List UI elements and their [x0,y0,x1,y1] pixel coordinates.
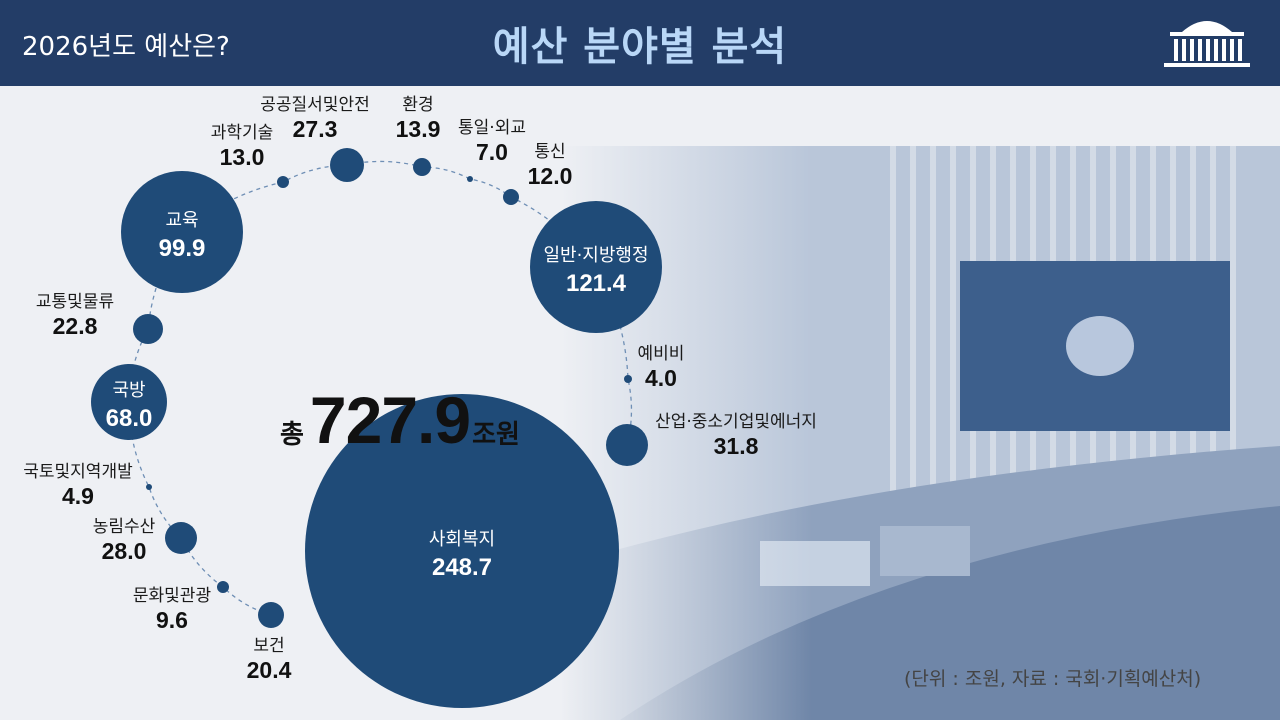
bubble-10 [258,602,284,628]
bubble-value-14: 68.0 [106,405,153,432]
bubble-value-13: 4.9 [62,483,94,509]
bubble-label-11: 문화및관광 [133,586,211,606]
bubble-label-15: 교통및물류 [36,292,114,312]
bubble-label-10: 보건 [253,636,284,656]
total-budget: 총727.9조원 [280,382,520,458]
bubble-label-5: 통신 [534,142,565,162]
bubble-label-1: 과학기술 [211,123,274,143]
bubble-value-1: 13.0 [220,144,265,170]
bubble-3 [413,158,431,176]
bubble-4 [467,176,473,182]
bubble-0 [121,171,243,293]
bubble-label-0: 교육 [165,210,198,231]
bubble-label-13: 국토및지역개발 [23,462,133,482]
total-value: 727.9 [309,383,471,457]
bubble-value-5: 12.0 [528,163,573,189]
bubble-label-6: 일반·지방행정 [543,245,648,266]
bubble-value-0: 99.9 [159,235,206,262]
bubble-6 [530,201,662,333]
page-title: 예산 분야별 분석 [492,24,788,70]
bubble-value-8: 31.8 [714,433,759,459]
bubble-value-4: 7.0 [476,139,508,165]
bubble-11 [217,581,229,593]
national-assembly-logo-icon [1164,21,1250,67]
assembly-hall-photo [560,146,1280,720]
bubble-14 [91,364,167,440]
header-bar: 2026년도 예산은? 예산 분야별 분석 [0,0,1280,86]
bubble-9 [305,394,619,708]
bubble-value-10: 20.4 [247,657,292,683]
source-note: (단위 : 조원, 자료 : 국회·기획예산처) [904,668,1202,690]
bubble-value-3: 13.9 [396,116,441,142]
page-subtitle: 2026년도 예산은? [22,32,230,62]
bubble-8 [606,424,648,466]
bubble-value-15: 22.8 [53,313,98,339]
bubble-value-2: 27.3 [293,116,338,142]
bubble-value-7: 4.0 [645,365,677,391]
bubble-label-8: 산업·중소기업및에너지 [655,412,817,432]
bubble-1 [277,176,289,188]
bubble-label-4: 통일·외교 [458,118,526,138]
bubble-2 [330,148,364,182]
total-prefix: 총 [280,420,304,450]
bubble-value-9: 248.7 [432,554,492,581]
bubble-15 [133,314,163,344]
bubble-12 [165,522,197,554]
bubble-label-3: 환경 [402,95,433,115]
bubble-value-6: 121.4 [566,270,627,297]
chart-area: 교육 99.9 과학기술 13.0 공공질서및안전 27.3 환경 13.9 통일·외교 7.0 통… [0,86,1280,720]
bubble-label-2: 공공질서및안전 [260,95,369,115]
bubble-13 [146,484,152,490]
total-unit: 조원 [472,420,520,450]
bubble-label-9: 사회복지 [429,529,495,550]
bubble-value-12: 28.0 [102,538,147,564]
bubble-5 [503,189,519,205]
bubble-label-7: 예비비 [638,344,685,364]
bubble-value-11: 9.6 [156,607,188,633]
bubble-label-14: 국방 [112,380,145,401]
bubble-7 [624,375,632,383]
bubble-label-12: 농림수산 [93,517,156,537]
